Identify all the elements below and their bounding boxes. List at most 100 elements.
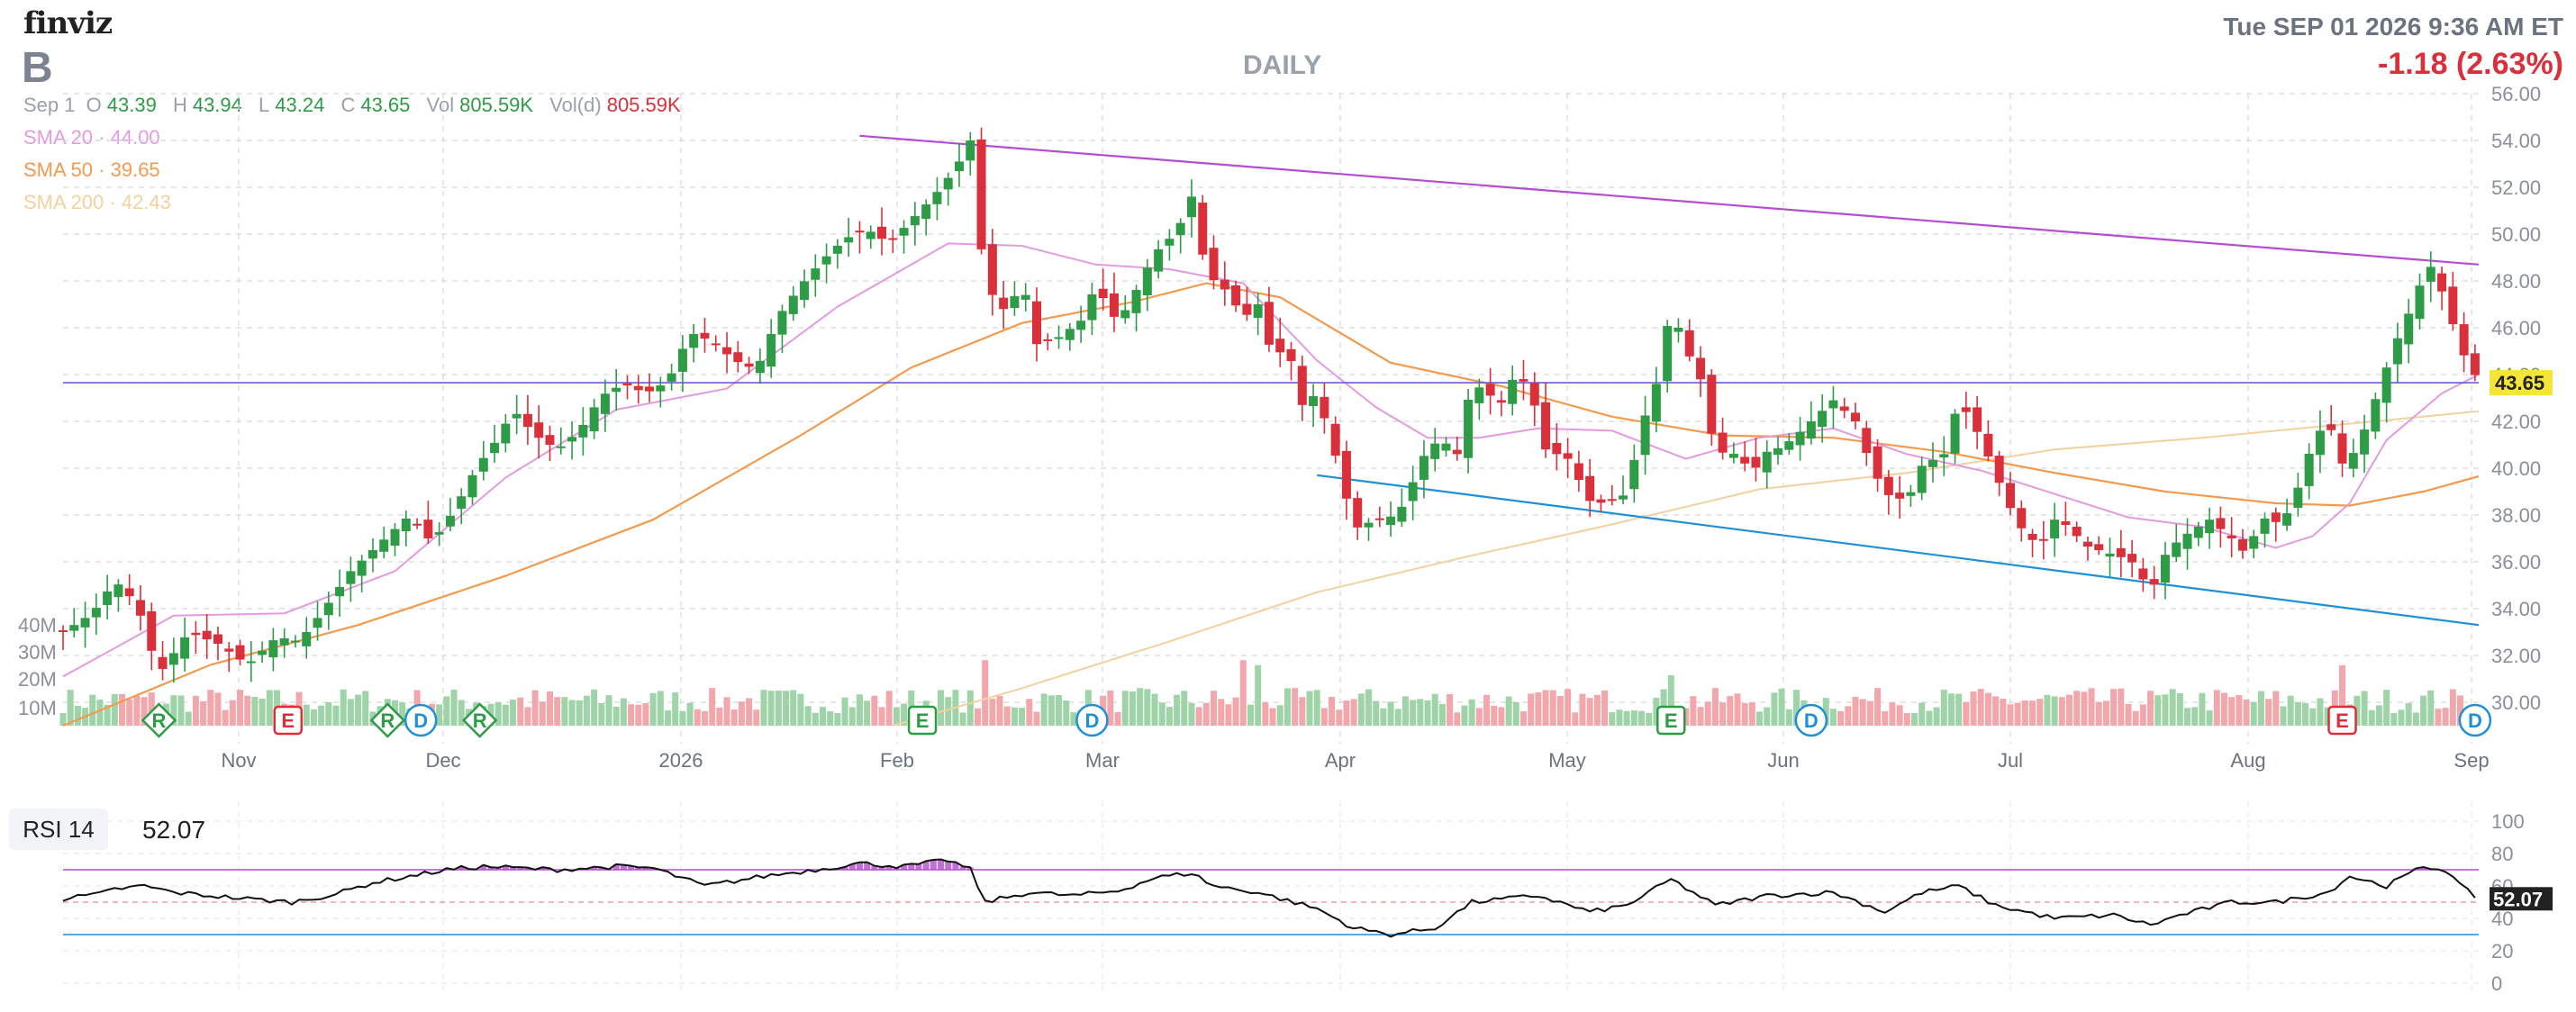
volume-bar bbox=[1940, 690, 1947, 726]
event-marker-r bbox=[461, 702, 498, 738]
volume-bar bbox=[539, 701, 546, 726]
rsi-indicator-label[interactable]: RSI 14 bbox=[9, 809, 108, 850]
sma50-value: 39.65 bbox=[110, 158, 160, 181]
volume-bar bbox=[1063, 700, 1070, 726]
rsi-tick-label: 80 bbox=[2491, 843, 2513, 865]
volume-bar bbox=[775, 691, 782, 726]
candle-body bbox=[2426, 267, 2435, 282]
candle-body bbox=[158, 656, 168, 669]
sma200-legend[interactable]: SMA 200 · 42.43 bbox=[23, 191, 171, 213]
candle-body bbox=[2271, 512, 2281, 522]
candle-body bbox=[1895, 492, 1905, 499]
volume-bar bbox=[237, 690, 244, 726]
candle-body bbox=[2105, 553, 2115, 557]
volume-bar bbox=[2081, 691, 2088, 726]
candle-body bbox=[290, 640, 300, 643]
volume-bar bbox=[1424, 700, 1431, 726]
volume-bar bbox=[1963, 701, 1970, 726]
volume-bar bbox=[2036, 699, 2044, 726]
sma20-legend[interactable]: SMA 20 · 44.00 bbox=[23, 126, 160, 149]
candle-body bbox=[1961, 407, 1971, 412]
volume-bar bbox=[1003, 706, 1011, 726]
candle-body bbox=[213, 634, 222, 644]
y-tick-label: 40.00 bbox=[2491, 457, 2541, 480]
volume-bar bbox=[2457, 695, 2464, 726]
candle-body bbox=[1629, 459, 1639, 490]
candle-body bbox=[1619, 495, 1628, 500]
volume-bar bbox=[893, 707, 900, 726]
candle-body bbox=[999, 297, 1009, 310]
volume-bar bbox=[1667, 675, 1674, 726]
volume-bar bbox=[170, 695, 177, 726]
volume-bar bbox=[2324, 707, 2331, 726]
volume-bar bbox=[665, 709, 672, 726]
volume-bar bbox=[1933, 707, 1940, 726]
volume-bar bbox=[1977, 689, 1984, 726]
high-value: 43.94 bbox=[192, 94, 242, 116]
candle-body bbox=[976, 139, 986, 249]
volume-bar bbox=[1151, 693, 1158, 726]
timeframe-label[interactable]: DAILY bbox=[1243, 50, 1322, 80]
finviz-logo[interactable]: finviz bbox=[23, 5, 113, 41]
volume-bar bbox=[2162, 694, 2169, 726]
candle-body bbox=[434, 532, 444, 535]
volume-tick-label: 20M bbox=[18, 668, 57, 691]
candle-body bbox=[800, 281, 810, 301]
volume-bar bbox=[1623, 710, 1630, 726]
volume-bar bbox=[1026, 699, 1033, 726]
rsi-tick-label: 0 bbox=[2491, 972, 2502, 995]
candle-body bbox=[1496, 400, 1506, 403]
candle-body bbox=[2437, 273, 2447, 292]
volume-bar bbox=[1255, 664, 1262, 726]
volume-bar bbox=[222, 709, 229, 726]
candle-body bbox=[1109, 293, 1119, 317]
volume-bar bbox=[318, 705, 325, 726]
candle-body bbox=[589, 407, 599, 432]
volume-bar bbox=[2243, 699, 2250, 726]
candle-body bbox=[180, 637, 190, 659]
volume-bar bbox=[657, 691, 664, 726]
candle-body bbox=[1806, 421, 1816, 439]
volume-bar bbox=[1528, 693, 1535, 726]
volume-bar bbox=[1438, 703, 1446, 726]
volume-bar bbox=[1882, 710, 1889, 726]
volume-bar bbox=[1918, 702, 1926, 726]
volume-bar bbox=[2058, 697, 2065, 726]
candle-body bbox=[1065, 329, 1075, 340]
volume-bar bbox=[804, 706, 812, 726]
candle-body bbox=[279, 637, 289, 646]
volume-bar bbox=[1852, 696, 1859, 726]
event-marker-r bbox=[369, 702, 406, 738]
volume-bar bbox=[1329, 696, 1336, 726]
volume-bar bbox=[1202, 702, 1210, 726]
candle-body bbox=[2038, 538, 2048, 541]
open-label: O bbox=[86, 94, 102, 116]
candle-body bbox=[313, 618, 322, 628]
candle-body bbox=[2249, 536, 2259, 549]
volume-bar bbox=[2442, 708, 2449, 726]
volume-bar bbox=[1690, 696, 1697, 726]
candle-body bbox=[1883, 476, 1893, 495]
candle-body bbox=[932, 192, 942, 204]
volume-bar bbox=[1121, 691, 1129, 726]
candle-body bbox=[1640, 415, 1650, 456]
event-marker-r-label: R bbox=[380, 709, 395, 732]
volume-bar bbox=[1232, 697, 1239, 726]
volume-bar bbox=[1683, 708, 1690, 726]
volume-bar bbox=[133, 695, 141, 726]
last-price-tag bbox=[2490, 370, 2553, 396]
rsi-line bbox=[62, 858, 2476, 938]
volume-bar bbox=[2213, 690, 2220, 726]
candle-body bbox=[1939, 454, 1949, 458]
volume-bar bbox=[709, 688, 716, 726]
volume-bar bbox=[1483, 694, 1491, 726]
sma50-legend[interactable]: SMA 50 · 39.65 bbox=[23, 158, 160, 181]
volume-bar bbox=[1955, 693, 1963, 726]
volume-bar bbox=[1454, 712, 1461, 726]
event-marker-d-label: D bbox=[413, 709, 428, 732]
sma50-label: SMA 50 bbox=[23, 158, 94, 181]
event-marker-e-label: E bbox=[1664, 709, 1678, 732]
volume-bar bbox=[1292, 688, 1299, 726]
candle-body bbox=[1309, 396, 1319, 407]
